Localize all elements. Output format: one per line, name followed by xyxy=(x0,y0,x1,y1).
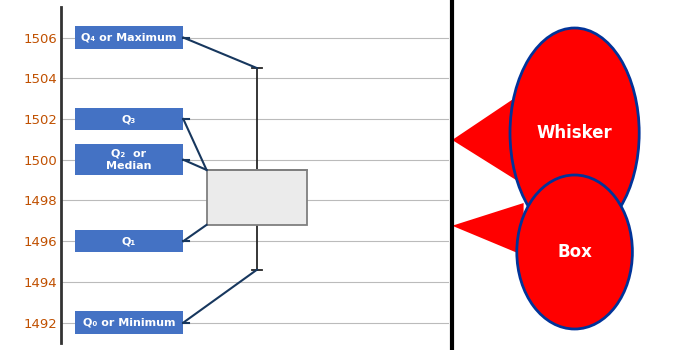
Text: Q₁: Q₁ xyxy=(122,236,136,246)
Bar xyxy=(207,170,307,225)
Text: Q₂  or
Median: Q₂ or Median xyxy=(106,149,152,170)
Text: Q₀ or Minimum: Q₀ or Minimum xyxy=(83,318,175,328)
Text: Box: Box xyxy=(557,243,592,261)
Bar xyxy=(75,230,184,252)
Text: Whisker: Whisker xyxy=(537,124,613,142)
Bar xyxy=(75,108,184,130)
Ellipse shape xyxy=(510,28,639,238)
Bar xyxy=(75,26,184,49)
Text: Q₃: Q₃ xyxy=(122,114,136,124)
Polygon shape xyxy=(452,88,530,189)
Text: Q₄ or Maximum: Q₄ or Maximum xyxy=(82,33,177,43)
Bar xyxy=(75,312,184,334)
Polygon shape xyxy=(452,203,524,256)
Bar xyxy=(75,145,184,175)
Ellipse shape xyxy=(517,175,632,329)
